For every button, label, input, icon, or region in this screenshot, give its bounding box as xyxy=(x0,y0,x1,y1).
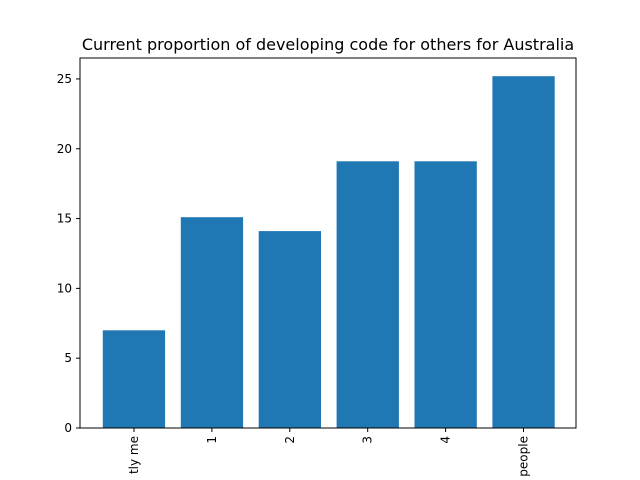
x-tick-label-1: 1 xyxy=(205,436,219,444)
plot-frame xyxy=(79,57,577,429)
y-tick-label-5: 25 xyxy=(57,72,72,86)
y-tick-label-1: 5 xyxy=(64,351,72,365)
bar-5 xyxy=(492,76,555,428)
y-tick-label-0: 0 xyxy=(64,421,72,435)
x-tick-label-5: people xyxy=(517,436,531,477)
y-tick-label-2: 10 xyxy=(57,281,72,295)
bar-0 xyxy=(102,330,166,428)
y-axis: 0 5 10 15 20 25 xyxy=(57,72,80,435)
bars-group xyxy=(102,76,555,429)
y-tick-label-3: 15 xyxy=(57,212,72,226)
x-tick-label-4: 4 xyxy=(439,436,453,444)
x-tick-label-3: 3 xyxy=(361,436,375,444)
x-tick-label-0: tly me xyxy=(127,436,141,474)
bar-4 xyxy=(414,161,477,429)
chart-title: Current proportion of developing code fo… xyxy=(82,35,574,54)
x-axis: tly me 1 2 3 4 people xyxy=(127,428,531,477)
x-tick-label-2: 2 xyxy=(283,436,297,444)
bar-1 xyxy=(180,217,244,428)
bar-3 xyxy=(336,161,399,429)
y-tick-label-4: 20 xyxy=(57,142,72,156)
bar-2 xyxy=(258,231,321,428)
